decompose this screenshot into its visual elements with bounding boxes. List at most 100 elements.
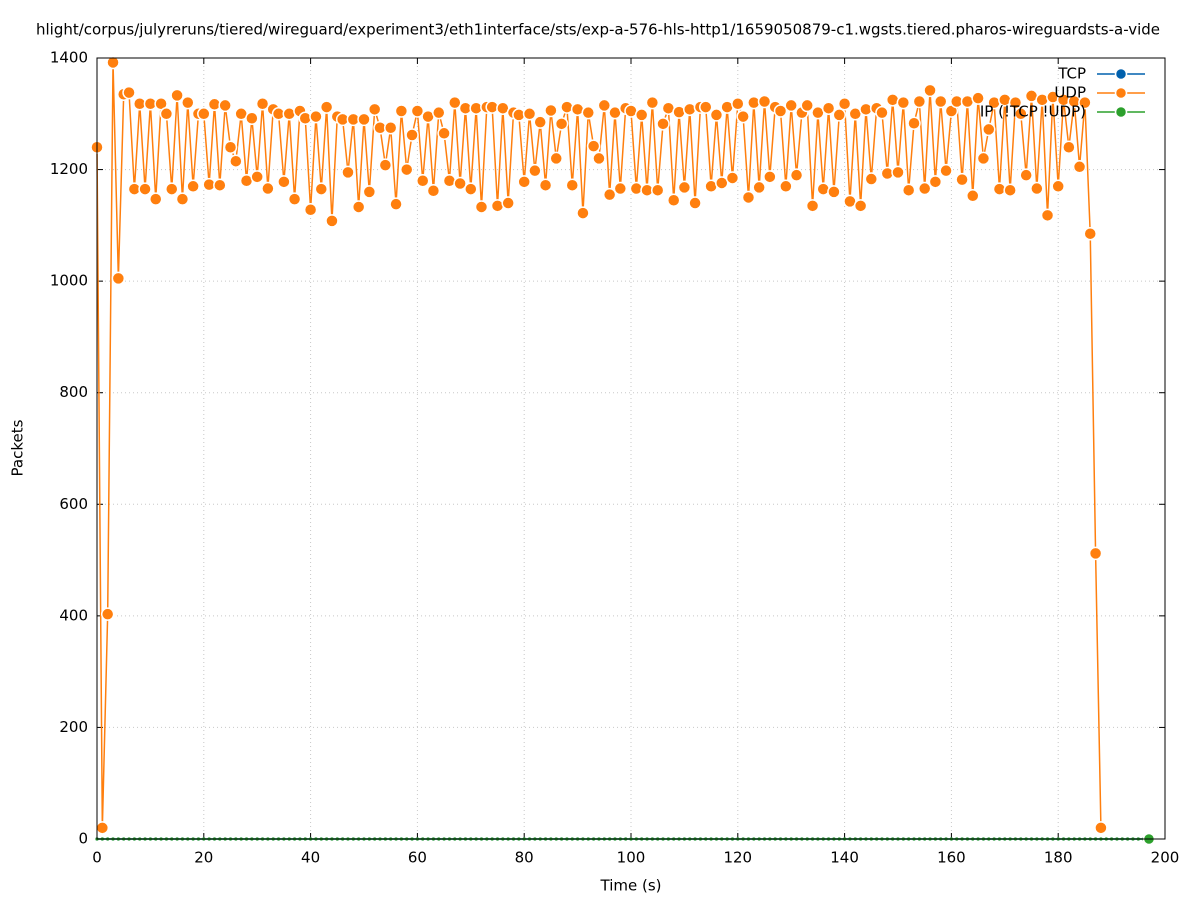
data-point — [602, 187, 617, 202]
data-point — [314, 182, 329, 196]
legend-label: UDP — [1054, 84, 1086, 102]
legend-label: IP (!TCP !UDP) — [980, 103, 1086, 121]
data-point — [437, 126, 451, 141]
data-point — [763, 170, 777, 184]
data-point — [1062, 140, 1076, 155]
x-tick-label: 160 — [937, 849, 966, 867]
x-tick-label: 120 — [723, 849, 752, 867]
data-point — [464, 182, 478, 196]
data-point — [923, 83, 937, 98]
data-point — [907, 116, 921, 131]
data-point — [736, 109, 750, 124]
data-point — [175, 192, 190, 206]
data-point — [448, 95, 462, 110]
y-tick-label: 800 — [59, 383, 88, 401]
data-point — [875, 105, 889, 120]
data-point — [522, 107, 537, 121]
data-point — [405, 128, 419, 142]
data-point — [378, 158, 393, 172]
data-point — [383, 120, 398, 135]
data-point — [303, 202, 318, 217]
data-point — [576, 206, 590, 220]
data-point — [122, 85, 136, 100]
data-point — [170, 88, 184, 103]
data-point — [715, 176, 729, 190]
data-point — [917, 181, 932, 196]
data-point — [1014, 107, 1028, 121]
data-point — [138, 182, 152, 196]
data-point — [549, 151, 563, 166]
data-point — [1083, 226, 1097, 241]
x-tick-label: 200 — [1151, 849, 1180, 867]
data-point — [554, 117, 569, 131]
data-point — [613, 181, 628, 196]
data-point — [634, 108, 649, 122]
data-point — [255, 96, 270, 111]
data-point — [581, 105, 596, 120]
data-point — [533, 115, 547, 129]
data-point — [592, 151, 606, 166]
legend-marker — [1114, 86, 1128, 100]
data-point — [1008, 95, 1023, 110]
data-point — [165, 182, 179, 196]
data-point — [656, 117, 670, 131]
y-tick-label: 400 — [59, 606, 88, 624]
data-point — [432, 105, 446, 120]
x-tick-label: 80 — [515, 849, 534, 867]
data-point — [741, 190, 756, 205]
x-axis-label: Time (s) — [600, 877, 662, 895]
y-axis-label: Packets — [9, 419, 27, 476]
data-point — [453, 176, 467, 191]
data-point — [389, 197, 403, 211]
data-point — [725, 171, 740, 185]
y-tick-label: 200 — [59, 718, 88, 736]
data-point — [891, 165, 905, 180]
data-point — [325, 214, 339, 228]
data-point — [933, 94, 948, 109]
data-point — [650, 183, 665, 197]
x-tick-label: 40 — [301, 849, 320, 867]
data-point — [645, 95, 660, 110]
data-point — [261, 181, 275, 196]
data-point — [560, 100, 574, 114]
data-point — [277, 175, 291, 189]
data-point — [245, 111, 259, 125]
data-point — [597, 98, 612, 113]
data-point — [896, 95, 911, 110]
data-point — [757, 94, 772, 109]
data-point — [864, 172, 879, 186]
data-point — [682, 102, 697, 117]
data-point — [837, 96, 852, 111]
data-point — [106, 55, 120, 70]
data-point — [784, 98, 798, 113]
data-point — [415, 173, 430, 188]
data-point — [362, 185, 377, 199]
data-point — [1019, 168, 1033, 182]
data-point — [666, 193, 681, 208]
data-point — [821, 101, 836, 115]
data-point — [939, 163, 953, 178]
data-point — [100, 607, 115, 621]
y-tick-label: 600 — [59, 495, 88, 513]
data-point — [186, 179, 200, 194]
data-point — [1051, 179, 1065, 194]
data-point — [731, 96, 745, 111]
data-point — [426, 184, 441, 198]
data-point — [1030, 181, 1044, 196]
data-point — [399, 162, 414, 177]
data-point — [538, 178, 553, 192]
data-point — [1040, 208, 1055, 223]
data-point — [827, 185, 841, 199]
data-point — [853, 199, 868, 213]
data-point — [213, 178, 227, 192]
data-point — [341, 165, 355, 180]
data-point — [181, 95, 195, 110]
data-point — [250, 170, 264, 184]
data-point — [528, 163, 542, 178]
x-tick-label: 0 — [92, 849, 102, 867]
data-point — [351, 200, 366, 214]
data-point — [287, 192, 302, 206]
x-tick-label: 180 — [1044, 849, 1073, 867]
data-point — [565, 178, 580, 192]
